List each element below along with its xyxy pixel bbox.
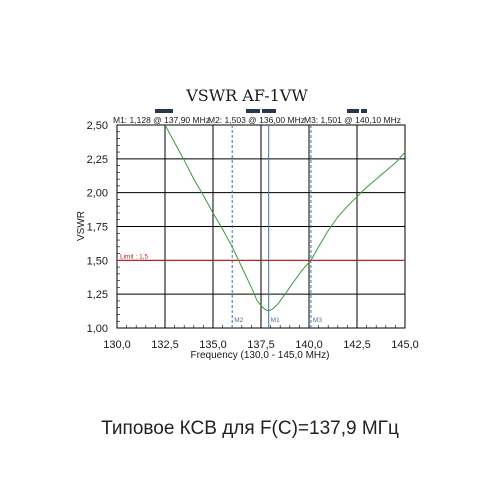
vswr-series-line <box>164 124 406 312</box>
y-tick-label: 1,75 <box>87 222 108 234</box>
x-axis-label: Frequency (130,0 - 145,0 MHz) <box>191 350 330 361</box>
y-tick-label: 1,50 <box>87 255 108 267</box>
caption: Типовое КСВ для F(C)=137,9 МГц <box>101 418 399 439</box>
marker-readout-m2: M2: 1,503 @ 136,00 MHz <box>208 115 305 125</box>
series-group <box>164 124 406 312</box>
title-bar <box>347 109 359 113</box>
x-tick-label: 135,0 <box>199 339 227 351</box>
title-bar <box>155 109 173 113</box>
title-bar <box>262 109 276 113</box>
marker-tag-m3: M3 <box>313 317 322 324</box>
limit-label: Limit : 1,5 <box>120 253 149 260</box>
x-tick-label: 145,0 <box>391 339 419 351</box>
y-tick-label: 1,00 <box>87 323 108 335</box>
x-tick-label: 140,0 <box>295 339 323 351</box>
y-tick-label: 2,25 <box>87 154 108 166</box>
axis-ticks: 130,0 132,5 135,0 137,5 140,0 142,5 145,0 1,00 1… <box>87 120 419 351</box>
marker-readout-m1: M1: 1,128 @ 137,90 MHz <box>113 115 210 125</box>
title-bar <box>246 109 260 113</box>
plot-grid <box>117 125 405 328</box>
x-tick-label: 132,5 <box>151 339 179 351</box>
y-tick-label: 2,50 <box>87 120 108 132</box>
y-tick-label: 2,00 <box>87 188 108 200</box>
marker-tag-m1: M1 <box>271 317 280 324</box>
y-axis-label: VSWR <box>76 211 87 241</box>
marker-readout-m3: M3: 1,501 @ 140,10 MHz <box>304 115 401 125</box>
title-bar <box>361 109 367 113</box>
x-tick-label: 137,5 <box>247 339 275 351</box>
x-tick-label: 142,5 <box>343 339 371 351</box>
title-bars <box>155 109 367 113</box>
marker-lines: M1 M2 M3 <box>231 125 322 328</box>
chart-title: VSWR AF-1VW <box>185 86 308 105</box>
limit-group: Limit : 1,5 <box>117 253 405 261</box>
x-tick-label: 130,0 <box>103 339 131 351</box>
marker-tag-m2: M2 <box>234 317 243 324</box>
y-tick-label: 1,25 <box>87 289 108 301</box>
